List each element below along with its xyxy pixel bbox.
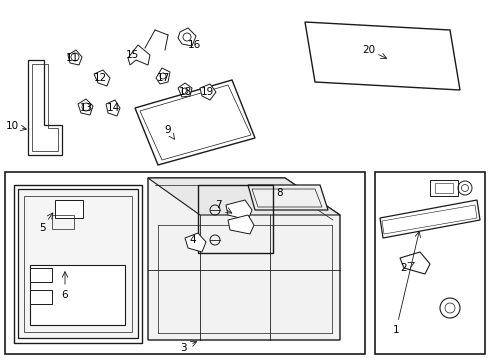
Text: 5: 5	[39, 223, 45, 233]
Bar	[429, 180, 457, 196]
Bar	[52, 215, 74, 229]
Bar	[198, 185, 272, 253]
Bar	[30, 268, 52, 282]
Text: 18: 18	[178, 87, 191, 97]
Polygon shape	[94, 70, 110, 86]
Polygon shape	[227, 215, 253, 234]
Bar	[30, 290, 52, 304]
Polygon shape	[399, 252, 429, 274]
Polygon shape	[148, 178, 339, 340]
Text: 12: 12	[93, 73, 106, 83]
Bar	[55, 200, 83, 218]
Polygon shape	[135, 80, 254, 165]
Polygon shape	[200, 84, 216, 100]
Text: 3: 3	[179, 343, 186, 353]
Bar	[374, 172, 484, 354]
Text: 20: 20	[362, 45, 375, 55]
Text: 4: 4	[189, 235, 196, 245]
Bar	[14, 185, 142, 343]
Text: 16: 16	[187, 40, 200, 50]
Text: 7: 7	[214, 200, 221, 210]
Polygon shape	[128, 45, 150, 65]
Text: 10: 10	[5, 121, 19, 131]
Text: 14: 14	[106, 103, 120, 113]
Polygon shape	[225, 200, 251, 220]
Polygon shape	[68, 50, 82, 65]
Polygon shape	[106, 100, 120, 116]
Polygon shape	[178, 83, 192, 97]
Polygon shape	[156, 68, 170, 84]
Polygon shape	[28, 60, 62, 155]
Text: 9: 9	[164, 125, 171, 135]
Text: 11: 11	[65, 53, 79, 63]
Bar	[30, 265, 125, 325]
Bar	[5, 172, 364, 354]
Polygon shape	[18, 189, 138, 338]
Text: 6: 6	[61, 290, 68, 300]
Text: 13: 13	[79, 103, 92, 113]
Polygon shape	[305, 22, 459, 90]
Polygon shape	[247, 185, 327, 210]
Text: 15: 15	[125, 50, 138, 60]
Text: 19: 19	[200, 87, 213, 97]
Polygon shape	[78, 99, 93, 115]
Polygon shape	[148, 178, 339, 215]
Text: 2: 2	[400, 263, 407, 273]
Bar	[434, 183, 452, 193]
Polygon shape	[178, 28, 196, 46]
Polygon shape	[379, 200, 479, 238]
Polygon shape	[184, 233, 205, 252]
Text: 8: 8	[276, 188, 283, 198]
Text: 1: 1	[392, 325, 399, 335]
Text: 17: 17	[156, 73, 169, 83]
